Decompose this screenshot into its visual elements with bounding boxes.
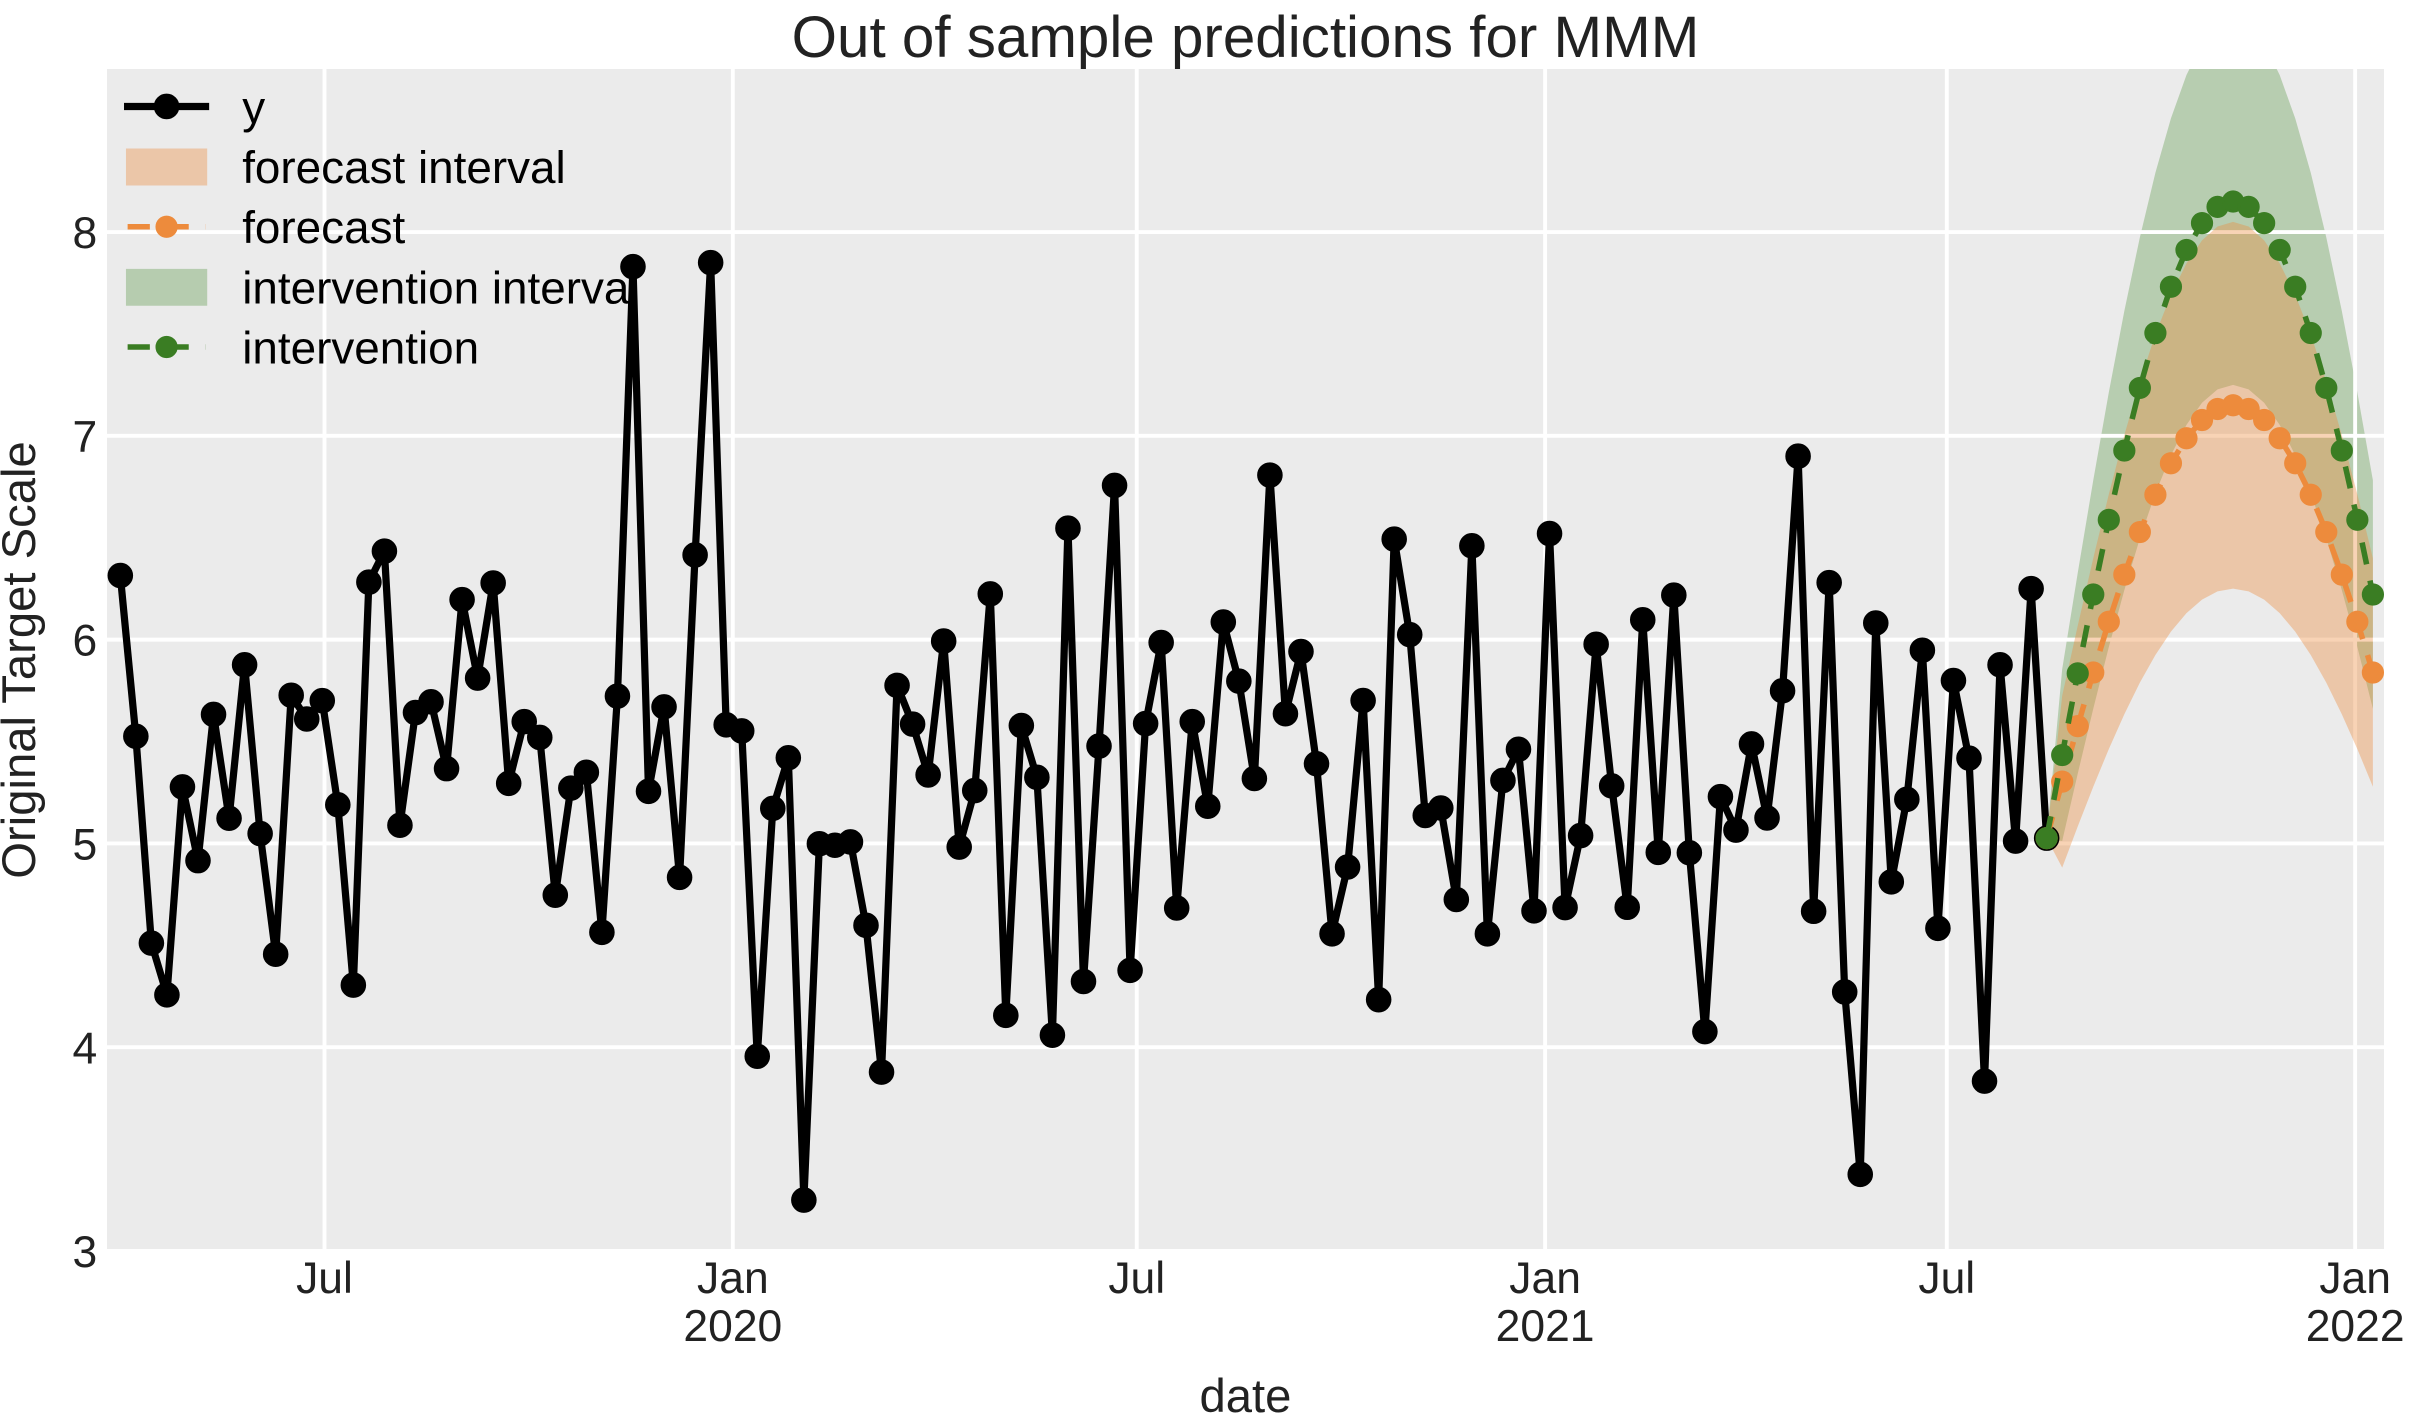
svg-text:Jul: Jul	[1108, 1254, 1165, 1303]
svg-text:Jan: Jan	[1509, 1254, 1581, 1303]
svg-text:intervention interval: intervention interval	[242, 262, 639, 313]
svg-text:Jul: Jul	[296, 1254, 353, 1303]
svg-text:Jan: Jan	[2319, 1254, 2391, 1303]
svg-text:Jan: Jan	[697, 1254, 769, 1303]
svg-text:Original Target Scale: Original Target Scale	[0, 441, 46, 878]
svg-text:forecast: forecast	[242, 202, 405, 253]
svg-text:8: 8	[73, 209, 98, 258]
svg-text:6: 6	[73, 617, 98, 666]
svg-text:3: 3	[73, 1228, 98, 1277]
svg-text:2020: 2020	[683, 1302, 782, 1351]
svg-text:2022: 2022	[2306, 1302, 2405, 1351]
svg-text:intervention: intervention	[242, 322, 479, 373]
svg-text:7: 7	[73, 413, 98, 462]
svg-text:date: date	[1200, 1370, 1292, 1423]
svg-text:5: 5	[73, 821, 98, 870]
svg-text:Out of sample predictions for: Out of sample predictions for MMM	[792, 5, 1700, 70]
svg-text:4: 4	[73, 1024, 98, 1073]
svg-text:2021: 2021	[1496, 1302, 1595, 1351]
svg-text:Jul: Jul	[1918, 1254, 1975, 1303]
svg-text:y: y	[242, 82, 265, 133]
svg-text:forecast interval: forecast interval	[242, 142, 565, 193]
